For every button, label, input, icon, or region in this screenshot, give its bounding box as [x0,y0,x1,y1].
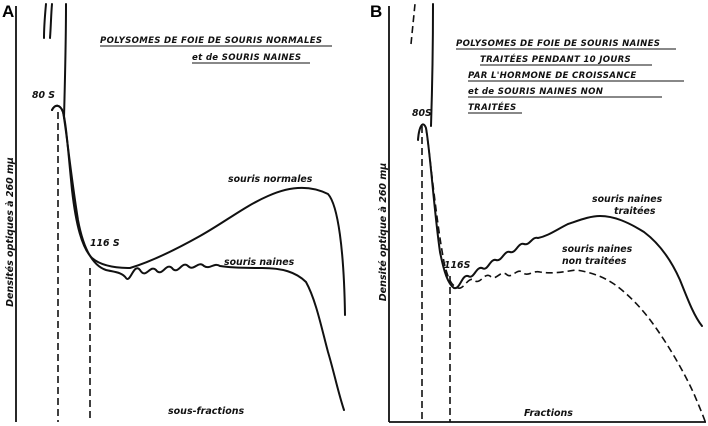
panel-b-label-naines-non-traitees: souris naines non traitées [562,244,633,267]
panel-a-xlabel: sous-fractions [168,406,244,417]
panel-b-annotation-80s: 80S [412,108,432,119]
panel-b-label-naines-traitees: souris naines traitées [592,194,663,217]
panel-a-letter: A [2,2,14,21]
panel-a-top-tick-right [49,3,53,39]
panel-b-ylabel: Densité optique à 260 mμ [378,163,389,301]
panel-b-xlabel: Fractions [524,408,573,419]
panel-b: B POLYSOMES DE FOIE DE SOURIS NAINES TRA… [370,2,707,425]
panel-a-title-line-1: POLYSOMES DE FOIE DE SOURIS NORMALES [100,36,322,46]
panel-b-entry-line [430,3,434,127]
panel-b-title-line-3: PAR L'HORMONE DE CROISSANCE [468,71,637,81]
panel-b-title-line-5: TRAITÉES [468,101,517,113]
panel-b-series-naines-non-traitees [417,123,707,425]
panel-a-annotation-116s: 116 S [90,238,120,249]
panel-a-series-souris-naines [51,104,345,411]
panel-b-letter: B [370,2,382,21]
panel-a-ylabel: Densités optiques à 260 mμ [5,157,16,307]
panel-b-top-dash-tick [410,3,416,45]
panel-a-top-tick-left [43,3,47,39]
panel-b-title-line-2: TRAITÉES PENDANT 10 JOURS [480,53,631,65]
panel-b-annotation-116s: 116S [444,260,471,271]
panel-a: A POLYSOMES DE FOIE DE SOURIS NORMALES e… [2,2,346,422]
panel-a-title-line-2: et de SOURIS NAINES [192,53,301,63]
panel-b-title-line-4: et de SOURIS NAINES NON [468,87,604,97]
panel-a-label-souris-normales: souris normales [228,174,313,185]
panel-a-label-souris-naines: souris naines [224,257,295,268]
panel-a-series-souris-normales [51,104,346,316]
panel-b-series-naines-traitees [417,123,703,327]
panel-a-annotation-80s: 80 S [32,90,55,101]
panel-b-title-line-1: POLYSOMES DE FOIE DE SOURIS NAINES [456,39,660,49]
panel-a-entry-line [63,3,67,119]
